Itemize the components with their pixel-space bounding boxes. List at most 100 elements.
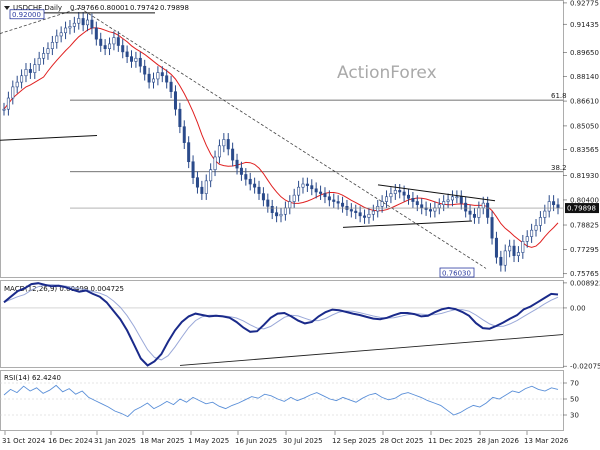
price-candle-body [508, 245, 512, 252]
price-candle-body [42, 53, 46, 59]
x-tick-label: 18 Mar 2025 [140, 437, 184, 445]
price-candle-body [11, 86, 15, 99]
low-annotation: 0.76030 [442, 269, 471, 277]
price-candle-body [50, 42, 54, 49]
price-candle-body [138, 57, 142, 67]
rsi-layer [0, 382, 563, 418]
price-candle-body [200, 186, 204, 194]
triangle-upper-line [377, 184, 496, 202]
x-tick-label: 28 Oct 2025 [380, 437, 423, 445]
price-candle-body [305, 183, 309, 186]
price-candle-body [257, 186, 261, 194]
price-candle-body [556, 204, 560, 209]
price-candle-body [481, 202, 485, 209]
price-candle-body [270, 206, 274, 213]
price-candle-body [336, 201, 340, 204]
price-candle-body [37, 57, 41, 65]
price-candle-body [437, 204, 441, 209]
x-tick-label: 12 Sep 2025 [332, 437, 376, 445]
price-panel-frame [0, 0, 564, 278]
price-tick-label: 0.89650 [570, 49, 599, 57]
price-candle-body [261, 193, 265, 201]
price-candle-body [121, 45, 125, 53]
price-tick-label: 0.92775 [570, 0, 599, 7]
price-candle-body [28, 69, 32, 73]
watermark: ActionForex [337, 63, 437, 83]
price-candle-body [547, 201, 551, 212]
rsi-tick-label: 30 [570, 412, 579, 420]
price-candle-body [407, 194, 411, 199]
macd-title: MACD(12,26,9) 0.00499 0.004725 [4, 285, 124, 293]
price-candle-body [446, 199, 450, 202]
price-candle-body [415, 201, 419, 206]
price-candle-body [15, 81, 19, 88]
price-candle-body [231, 148, 235, 161]
price-candle-body [358, 212, 362, 217]
price-tick-label: 0.80400 [570, 196, 599, 204]
price-candle-body [428, 209, 432, 212]
price-candle-body [385, 196, 389, 202]
price-candle-body [182, 126, 186, 143]
price-tick-label: 0.81930 [570, 172, 599, 180]
fib-level-label: 61.8 [551, 92, 567, 100]
price-candle-body [103, 45, 107, 49]
price-candle-body [459, 196, 463, 204]
price-candle-body [55, 35, 59, 43]
price-candle-body [314, 188, 318, 193]
ohlc-open: 0.79766 [70, 4, 99, 12]
price-candle-body [81, 18, 85, 26]
price-candle-body [371, 210, 375, 215]
macd-tick-label: -0.020759 [570, 363, 600, 371]
price-candle-body [187, 142, 191, 163]
price-candle-body [490, 217, 494, 239]
price-tick-label: 0.88140 [570, 73, 599, 81]
price-tick-label: 0.77295 [570, 246, 599, 254]
price-tick-label: 0.83565 [570, 146, 599, 154]
last-price-label: 0.79898 [567, 205, 596, 213]
price-candle-body [363, 215, 367, 218]
price-layer: 61.8 38.2 0.92000 0.76030 [0, 7, 567, 278]
price-candle-body [222, 139, 226, 147]
price-candle-body [86, 19, 90, 26]
price-candle-body [90, 19, 94, 29]
price-candle-body [160, 72, 164, 77]
macd-line [3, 282, 559, 367]
price-candle-body [253, 183, 257, 188]
price-candle-body [125, 51, 129, 57]
dropdown-arrow-icon[interactable] [4, 6, 10, 10]
high-annotation-box [9, 9, 45, 20]
price-candle-body [165, 75, 169, 83]
x-tick-label: 11 Dec 2025 [428, 437, 473, 445]
price-axis: 0.92775 0.91435 0.89650 0.88140 0.86610 0.850… [563, 0, 599, 278]
price-candle-body [24, 69, 28, 77]
macd-trendline [179, 334, 564, 366]
price-candle-body [2, 108, 6, 111]
price-candle-body [59, 32, 63, 37]
price-candle-body [327, 196, 331, 201]
x-tick-label: 16 Jun 2025 [235, 437, 277, 445]
ohlc-low: 0.79742 [130, 4, 159, 12]
price-candle-body [173, 91, 177, 110]
price-candle-body [494, 237, 498, 258]
price-candle-body [116, 37, 120, 46]
price-candle-body [354, 210, 358, 213]
price-tick-label: 0.91435 [570, 21, 599, 29]
price-candle-body [525, 236, 529, 242]
macd-panel-frame [0, 280, 564, 368]
price-candle-body [20, 75, 24, 83]
price-candle-body [33, 64, 37, 73]
rsi-line [3, 384, 559, 418]
price-candle-body [530, 229, 534, 237]
price-candle-body [217, 145, 221, 158]
low-annotation-box [439, 267, 475, 278]
price-candle-body [499, 256, 503, 266]
price-candle-body [380, 201, 384, 207]
price-candle-body [77, 18, 81, 24]
price-candle-body [72, 22, 76, 27]
x-tick-label: 30 Jul 2025 [283, 437, 323, 445]
price-candle-body [134, 57, 138, 62]
price-candle-body [226, 139, 230, 150]
rsi-axis: 70 50 30 [563, 380, 579, 420]
price-candle-body [477, 207, 481, 218]
